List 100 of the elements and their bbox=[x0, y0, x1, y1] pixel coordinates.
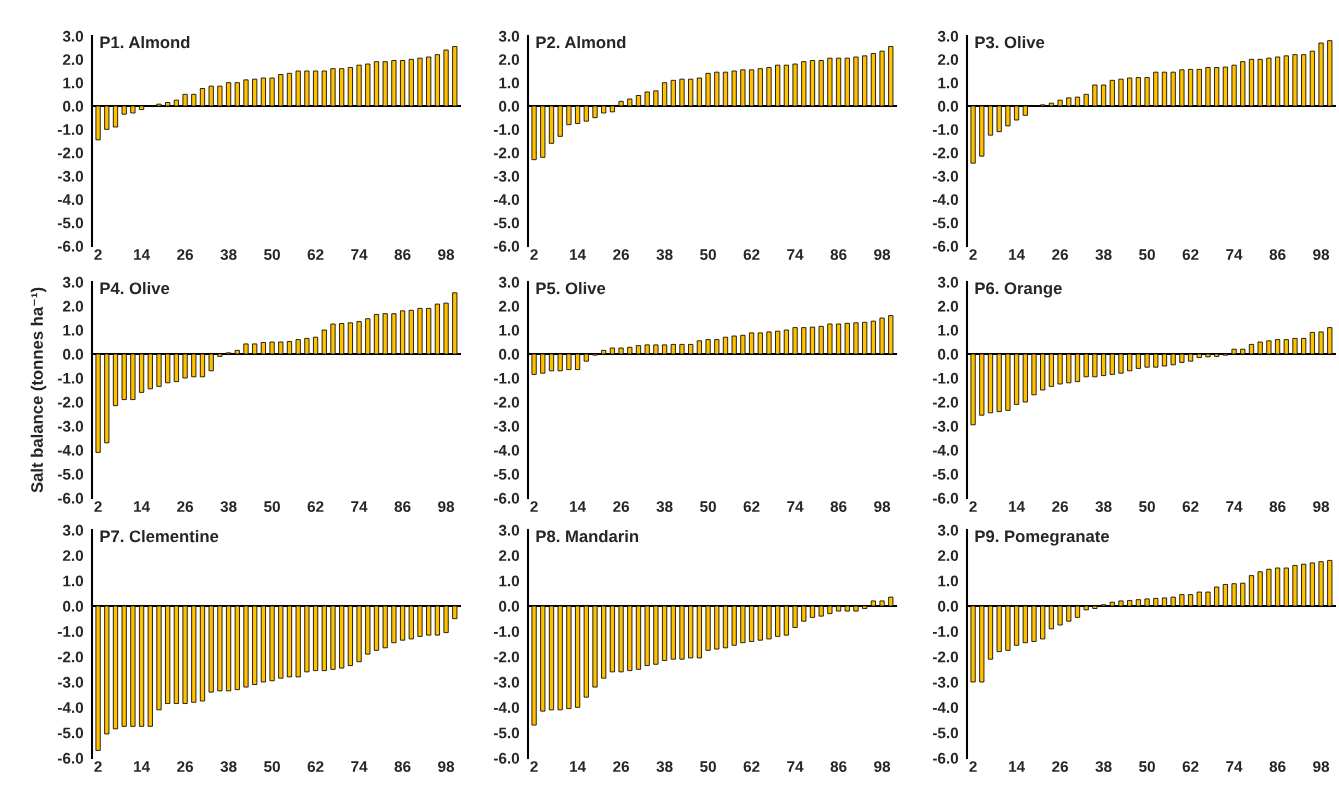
x-tick-label: 26 bbox=[177, 249, 194, 260]
y-tick-label: -3.0 bbox=[932, 170, 959, 182]
x-tick-label: 26 bbox=[613, 249, 630, 260]
chart-title: P3. Olive bbox=[975, 36, 1045, 49]
chart-title: P6. Orange bbox=[975, 282, 1062, 298]
x-tick-label: 14 bbox=[570, 501, 586, 512]
y-tick-label: -6.0 bbox=[493, 240, 520, 252]
x-tick-label: 62 bbox=[307, 249, 324, 260]
x-tick-label: 74 bbox=[1226, 761, 1243, 772]
x-tick-label: 62 bbox=[1182, 249, 1199, 260]
x-tick-label: 62 bbox=[743, 761, 760, 772]
y-tick-label: 2.0 bbox=[498, 300, 520, 312]
chart-title: P5. Olive bbox=[536, 282, 606, 295]
y-tick-label: 1.0 bbox=[938, 324, 959, 336]
y-tick-label: 2.0 bbox=[62, 54, 84, 66]
y-tick-label: 1.0 bbox=[63, 77, 84, 89]
y-tick-label: 0.0 bbox=[63, 348, 84, 360]
x-tick-label: 14 bbox=[1009, 249, 1025, 260]
y-tick-label: 3.0 bbox=[498, 524, 520, 536]
x-tick-label: 98 bbox=[438, 249, 455, 260]
x-tick-label: 38 bbox=[220, 501, 237, 513]
x-tick-label: 74 bbox=[1226, 249, 1243, 260]
y-tick-label: 2.0 bbox=[937, 550, 959, 562]
y-tick-label: 3.0 bbox=[498, 276, 520, 288]
x-tick-label: 50 bbox=[264, 501, 280, 512]
y-tick-label: -3.0 bbox=[932, 676, 959, 688]
x-tick-label: 50 bbox=[700, 249, 716, 260]
x-tick-label: 14 bbox=[1009, 501, 1025, 512]
y-tick-label: -5.0 bbox=[932, 217, 959, 229]
y-tick-label: -3.0 bbox=[57, 170, 84, 182]
x-tick-label: 38 bbox=[220, 249, 237, 261]
chart-title: P8. Mandarin bbox=[536, 530, 639, 543]
y-tick-label: -1.0 bbox=[493, 372, 520, 384]
x-tick-label: 98 bbox=[874, 249, 891, 260]
y-tick-label: -5.0 bbox=[932, 468, 959, 480]
y-tick-label: -6.0 bbox=[493, 752, 520, 764]
y-tick-label: 2.0 bbox=[937, 54, 959, 66]
y-tick-label: 3.0 bbox=[62, 30, 84, 42]
y-tick-label: -3.0 bbox=[932, 420, 959, 432]
x-tick-label: 2 bbox=[530, 249, 538, 260]
x-tick-label: 86 bbox=[830, 501, 847, 512]
x-tick-label: 62 bbox=[1182, 761, 1199, 772]
y-tick-label: -4.0 bbox=[493, 444, 520, 456]
x-tick-label: 2 bbox=[530, 501, 538, 512]
x-tick-label: 50 bbox=[264, 761, 280, 772]
y-tick-label: -2.0 bbox=[57, 147, 84, 159]
x-tick-label: 62 bbox=[1182, 501, 1199, 512]
x-tick-label: 86 bbox=[394, 761, 411, 772]
x-tick-label: 14 bbox=[134, 249, 150, 260]
y-tick-label: 0.0 bbox=[499, 100, 520, 112]
y-tick-label: -3.0 bbox=[493, 420, 520, 432]
x-tick-label: 14 bbox=[570, 761, 586, 772]
x-tick-label: 50 bbox=[1139, 761, 1155, 772]
y-tick-label: 0.0 bbox=[499, 348, 520, 360]
x-tick-label: 38 bbox=[656, 761, 673, 773]
y-tick-label: -5.0 bbox=[57, 727, 84, 739]
x-tick-label: 74 bbox=[351, 761, 368, 772]
x-tick-label: 74 bbox=[787, 761, 804, 772]
y-tick-label: -1.0 bbox=[493, 124, 520, 136]
x-tick-label: 50 bbox=[700, 501, 716, 512]
x-tick-label: 98 bbox=[874, 761, 891, 772]
y-tick-label: 3.0 bbox=[937, 30, 959, 42]
y-tick-label: -6.0 bbox=[57, 752, 84, 764]
x-tick-label: 26 bbox=[177, 761, 194, 772]
y-tick-label: -2.0 bbox=[493, 147, 520, 159]
y-tick-label: -5.0 bbox=[932, 727, 959, 739]
y-tick-label: -6.0 bbox=[57, 492, 84, 504]
chart-title: P7. Clementine bbox=[100, 530, 219, 543]
x-tick-label: 14 bbox=[570, 249, 586, 260]
x-tick-label: 26 bbox=[1052, 249, 1069, 260]
x-tick-label: 38 bbox=[656, 249, 673, 261]
x-tick-label: 50 bbox=[700, 761, 716, 772]
y-tick-label: 1.0 bbox=[499, 77, 520, 89]
chart-title: P1. Almond bbox=[100, 36, 190, 49]
y-tick-label: -6.0 bbox=[932, 752, 959, 764]
x-tick-label: 98 bbox=[438, 761, 455, 772]
x-tick-label: 2 bbox=[530, 761, 538, 772]
x-tick-label: 62 bbox=[743, 249, 760, 260]
y-tick-label: -5.0 bbox=[493, 217, 520, 229]
x-tick-label: 62 bbox=[743, 501, 760, 512]
x-tick-label: 86 bbox=[394, 249, 411, 260]
x-tick-label: 74 bbox=[787, 249, 804, 260]
x-tick-label: 26 bbox=[1052, 761, 1069, 772]
x-tick-label: 14 bbox=[134, 501, 150, 512]
x-tick-label: 38 bbox=[1095, 761, 1112, 773]
y-tick-label: -4.0 bbox=[932, 444, 959, 456]
x-tick-label: 2 bbox=[969, 249, 977, 260]
y-tick-label: -1.0 bbox=[57, 626, 84, 638]
y-tick-label: -3.0 bbox=[57, 676, 84, 688]
y-tick-label: -2.0 bbox=[932, 651, 959, 663]
y-tick-label: 1.0 bbox=[63, 575, 84, 587]
y-tick-label: -2.0 bbox=[932, 396, 959, 408]
x-tick-label: 62 bbox=[307, 501, 324, 512]
x-tick-label: 2 bbox=[969, 501, 977, 512]
x-tick-label: 2 bbox=[94, 501, 102, 512]
y-tick-label: -4.0 bbox=[932, 194, 959, 206]
y-tick-label: 0.0 bbox=[499, 600, 520, 612]
x-tick-label: 38 bbox=[1095, 501, 1112, 513]
y-tick-label: -2.0 bbox=[932, 147, 959, 159]
x-tick-label: 86 bbox=[830, 761, 847, 772]
